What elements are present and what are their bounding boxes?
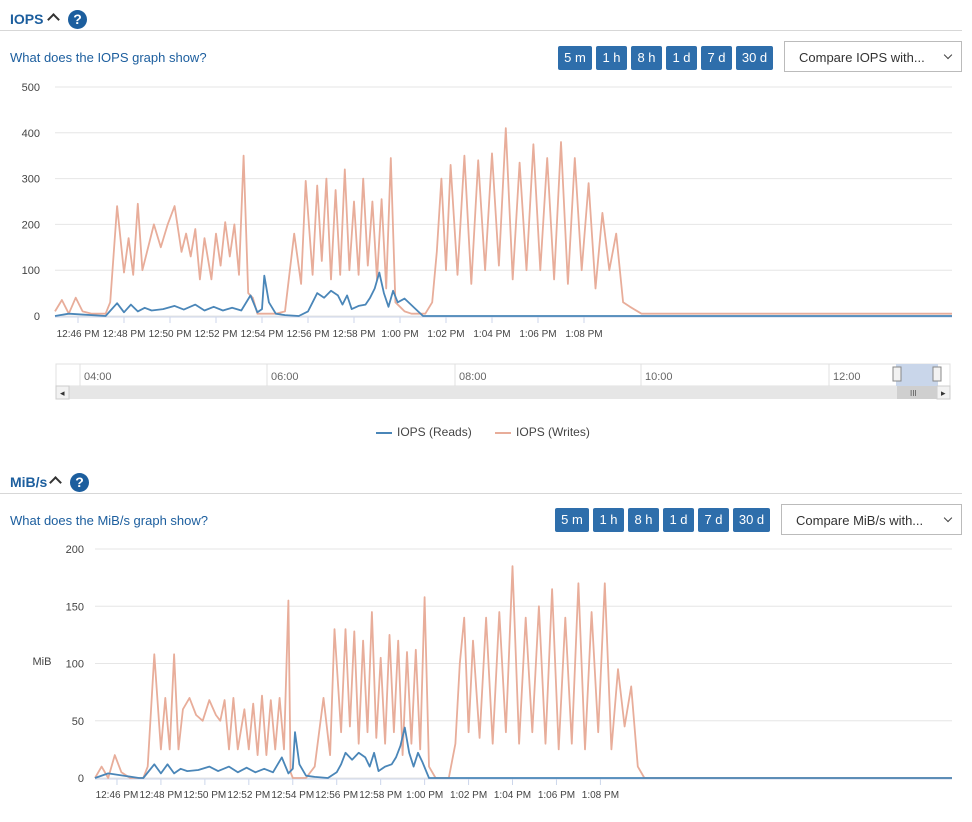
x-tick-label: 12:56 PM xyxy=(315,790,358,801)
x-tick-label: 12:52 PM xyxy=(195,329,238,340)
series-line-writes[interactable] xyxy=(54,127,952,315)
scrollbar-grip-icon: III xyxy=(910,389,917,398)
iops-chart: 0 100 200 300 400 500 12:46 PM 12:48 PM 12:50 PM… xyxy=(22,82,952,340)
mibs-help-icon[interactable]: ? xyxy=(70,473,89,492)
navigator-time-label: 12:00 xyxy=(833,371,861,383)
mibs-compare-select[interactable]: Compare MiB/s with... xyxy=(781,504,962,535)
iops-range-8h-button[interactable]: 8 h xyxy=(631,46,662,70)
navigator-left-handle[interactable] xyxy=(892,366,902,382)
chevron-down-icon xyxy=(943,513,953,523)
navigator-time-label: 08:00 xyxy=(459,371,487,383)
iops-range-1d-button[interactable]: 1 d xyxy=(666,46,697,70)
mibs-range-8h-button[interactable]: 8 h xyxy=(628,508,659,532)
iops-compare-select[interactable]: Compare IOPS with... xyxy=(784,41,962,72)
x-tick-label: 12:48 PM xyxy=(140,790,183,801)
iops-range-30d-button[interactable]: 30 d xyxy=(736,46,773,70)
x-tick-label: 12:56 PM xyxy=(287,329,330,340)
iops-section-title: IOPS xyxy=(10,11,44,27)
navigator-right-handle[interactable] xyxy=(932,366,942,382)
scrollbar-thumb[interactable] xyxy=(897,386,937,399)
y-tick-label: 100 xyxy=(66,659,84,671)
y-tick-label: 100 xyxy=(22,265,40,277)
x-tick-label: 1:04 PM xyxy=(494,790,531,801)
y-tick-label: 200 xyxy=(66,544,84,556)
mibs-section-title: MiB/s xyxy=(10,474,48,490)
mibs-range-1d-button[interactable]: 1 d xyxy=(663,508,694,532)
x-tick-label: 1:00 PM xyxy=(406,790,443,801)
iops-range-1h-button[interactable]: 1 h xyxy=(596,46,627,70)
mibs-range-1h-button[interactable]: 1 h xyxy=(593,508,624,532)
x-tick-label: 1:02 PM xyxy=(450,790,487,801)
y-tick-label: 200 xyxy=(22,219,40,231)
x-tick-label: 12:50 PM xyxy=(183,790,226,801)
y-tick-label: 300 xyxy=(22,174,40,186)
series-line-writes[interactable] xyxy=(94,565,952,779)
x-tick-label: 12:58 PM xyxy=(333,329,376,340)
series-line-reads[interactable] xyxy=(94,726,952,779)
legend-item-writes[interactable]: IOPS (Writes) xyxy=(495,425,590,439)
iops-range-5m-button[interactable]: 5 m xyxy=(558,46,592,70)
legend-writes-label: IOPS (Writes) xyxy=(516,425,590,439)
mibs-section-header: MiB/s ? xyxy=(0,463,962,494)
x-tick-label: 1:02 PM xyxy=(427,329,464,340)
collapse-chevron-icon[interactable] xyxy=(47,13,60,26)
x-tick-label: 1:06 PM xyxy=(519,329,556,340)
x-tick-label: 1:08 PM xyxy=(565,329,602,340)
iops-graph-help-link[interactable]: What does the IOPS graph show? xyxy=(10,50,207,65)
collapse-chevron-icon[interactable] xyxy=(49,476,62,489)
x-tick-label: 12:48 PM xyxy=(103,329,146,340)
series-line-reads[interactable] xyxy=(54,271,952,317)
y-tick-label: 50 xyxy=(72,716,84,728)
chevron-down-icon xyxy=(943,50,953,60)
y-tick-label: 400 xyxy=(22,128,40,140)
legend-item-reads[interactable]: IOPS (Reads) xyxy=(376,425,472,439)
mibs-range-5m-button[interactable]: 5 m xyxy=(555,508,589,532)
legend-reads-label: IOPS (Reads) xyxy=(397,425,472,439)
mibs-range-7d-button[interactable]: 7 d xyxy=(698,508,729,532)
x-tick-label: 12:46 PM xyxy=(96,790,139,801)
y-tick-label: 150 xyxy=(66,601,84,613)
x-tick-label: 12:46 PM xyxy=(57,329,100,340)
iops-help-icon[interactable]: ? xyxy=(68,10,87,29)
iops-legend: IOPS (Reads) IOPS (Writes) xyxy=(376,425,590,439)
arrow-right-icon: ▸ xyxy=(941,388,946,398)
x-tick-label: 1:08 PM xyxy=(582,790,619,801)
x-tick-label: 1:06 PM xyxy=(538,790,575,801)
x-tick-label: 12:50 PM xyxy=(149,329,192,340)
mibs-graph-help-link[interactable]: What does the MiB/s graph show? xyxy=(10,513,208,528)
navigator-time-label: 04:00 xyxy=(84,371,112,383)
y-tick-label: 0 xyxy=(78,773,84,785)
x-tick-label: 12:54 PM xyxy=(241,329,284,340)
iops-range-7d-button[interactable]: 7 d xyxy=(701,46,732,70)
iops-section-header: IOPS ? xyxy=(0,0,962,31)
mibs-compare-label: Compare MiB/s with... xyxy=(796,513,924,528)
navigator-scrollbar[interactable] xyxy=(56,386,950,399)
navigator-track xyxy=(55,363,951,387)
navigator-selection[interactable] xyxy=(896,364,938,386)
navigator-time-label: 10:00 xyxy=(645,371,673,383)
x-tick-label: 12:54 PM xyxy=(271,790,314,801)
navigator-time-label: 06:00 xyxy=(271,371,299,383)
x-tick-label: 12:52 PM xyxy=(227,790,270,801)
iops-compare-label: Compare IOPS with... xyxy=(799,50,925,65)
iops-time-navigator[interactable]: 04:00 06:00 08:00 10:00 12:00 ◂ ▸ III xyxy=(0,362,972,402)
x-tick-label: 1:04 PM xyxy=(473,329,510,340)
y-tick-label: 500 xyxy=(22,82,40,94)
y-tick-label: 0 xyxy=(34,311,40,323)
mibs-range-30d-button[interactable]: 30 d xyxy=(733,508,770,532)
x-tick-label: 12:58 PM xyxy=(359,790,402,801)
scroll-left-button[interactable] xyxy=(55,385,70,400)
y-axis-label: MiB xyxy=(33,656,52,668)
x-tick-label: 1:00 PM xyxy=(381,329,418,340)
arrow-left-icon: ◂ xyxy=(60,388,65,398)
